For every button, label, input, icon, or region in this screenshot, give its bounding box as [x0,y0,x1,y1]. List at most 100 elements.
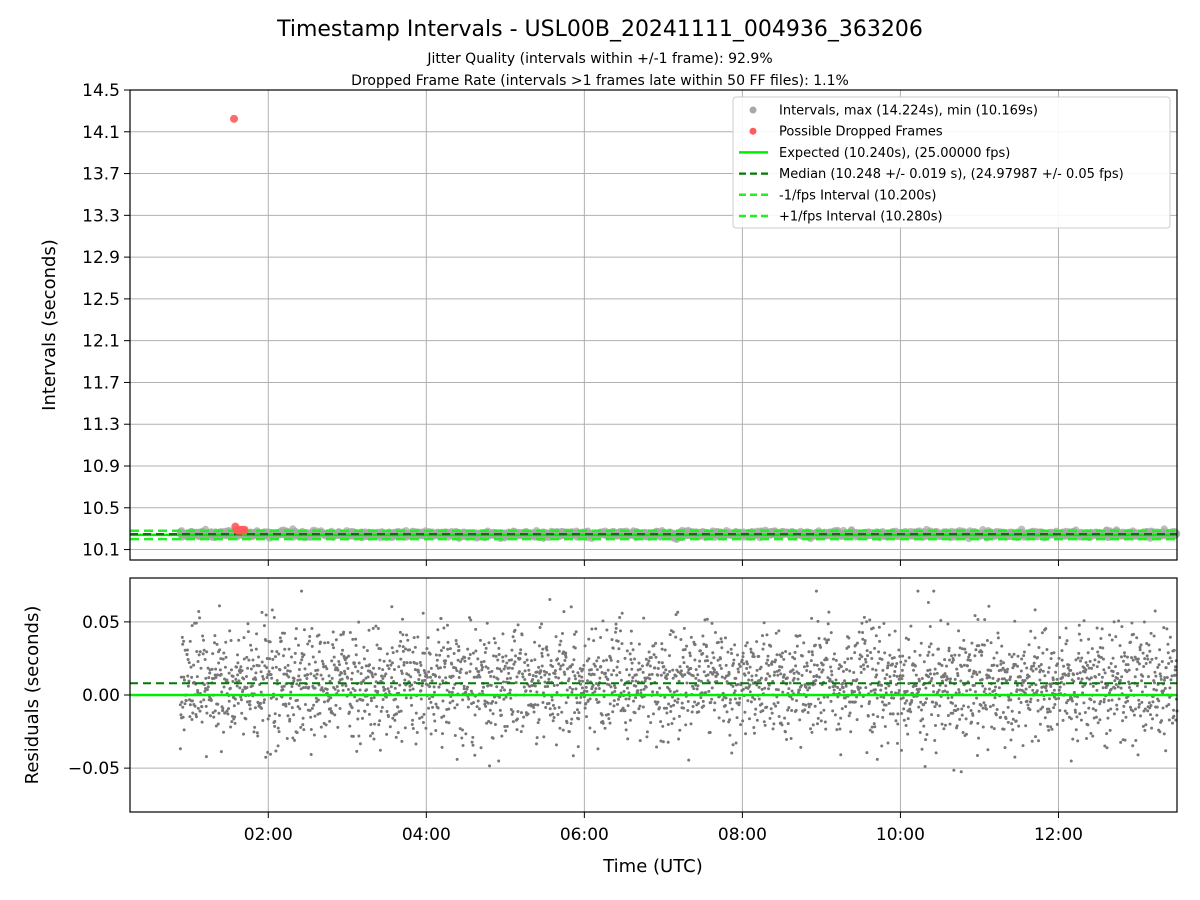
residual-point [895,662,899,666]
residual-point [697,664,701,668]
residual-point [348,631,352,635]
residual-point [695,687,699,691]
residual-point [484,665,488,669]
residual-point [246,630,250,634]
residual-point [363,709,367,713]
residual-point [860,704,864,708]
residual-point [344,661,348,665]
residual-point [622,689,626,693]
residual-point [180,635,184,639]
residual-point [841,681,845,685]
residual-point [221,657,225,661]
residual-point [814,678,818,682]
residual-point [823,720,827,724]
residual-point [897,677,901,681]
residual-point [451,674,455,678]
residual-point [242,636,246,640]
residual-point [795,644,799,648]
residual-point [536,721,540,725]
residual-point [213,673,217,677]
residual-point [195,649,199,653]
residual-point [741,719,745,723]
residual-point [604,675,608,679]
residual-point [815,722,819,726]
residual-point [469,618,473,622]
residual-point [223,677,227,681]
residual-point [237,679,241,683]
residual-point [236,661,240,665]
residual-point [960,665,964,669]
residual-point [871,667,875,671]
residual-point [782,657,786,661]
residual-point [561,728,565,732]
residual-point [989,641,993,645]
residual-point [498,667,502,671]
residual-point [631,648,635,652]
residual-point [741,655,745,659]
residual-point [948,658,952,662]
residual-point [319,640,323,644]
residual-point [385,709,389,713]
residual-point [864,660,868,664]
intervals-reference-lines [130,529,1177,541]
residual-point [933,723,937,727]
residual-point [400,739,404,743]
residual-point [312,703,316,707]
residual-point [859,665,863,669]
residual-point [212,715,216,719]
residual-point [261,675,265,679]
residual-point [254,671,258,675]
residual-point [692,687,696,691]
residual-point [198,616,202,620]
residual-point [402,661,406,665]
residual-point [561,631,565,635]
residual-point [301,686,305,690]
residual-point [628,718,632,722]
residual-point [424,726,428,730]
residual-point [336,689,340,693]
residual-point [754,673,758,677]
residual-point [393,718,397,722]
residual-point [563,659,567,663]
residual-point [497,646,501,650]
legend-entry: Median (10.248 +/- 0.019 s), (24.97987 +… [779,167,1124,182]
residual-point [300,658,304,662]
residual-point [706,664,710,668]
residual-point [943,672,947,676]
residual-point [545,671,549,675]
residual-point [918,687,922,691]
residual-point [831,657,835,661]
residual-point [235,665,239,669]
residual-point [639,688,643,692]
residual-point [671,668,675,672]
residual-point [816,697,820,701]
residual-point [633,711,637,715]
residual-point [330,711,334,715]
residual-point [406,638,410,642]
residual-point [812,675,816,679]
dropped-frame-point [230,114,239,123]
residual-point [892,656,896,660]
residual-point [330,659,334,663]
residual-point [340,677,344,681]
residual-point [232,704,236,708]
residual-point [607,717,611,721]
residual-point [179,713,183,717]
residual-point [805,664,809,668]
residual-point [982,690,986,694]
residual-point [1000,677,1004,681]
residual-point [970,675,974,679]
residual-point [754,707,758,711]
residual-point [611,710,615,714]
residual-point [350,677,354,681]
residual-point [462,684,466,688]
residual-point [493,723,497,727]
residual-point [245,655,249,659]
residual-point [433,719,437,723]
residual-point [337,663,341,667]
residual-point [317,633,321,637]
residual-point [631,676,635,680]
residual-point [571,687,575,691]
residual-point [912,668,916,672]
residual-point [634,696,638,700]
